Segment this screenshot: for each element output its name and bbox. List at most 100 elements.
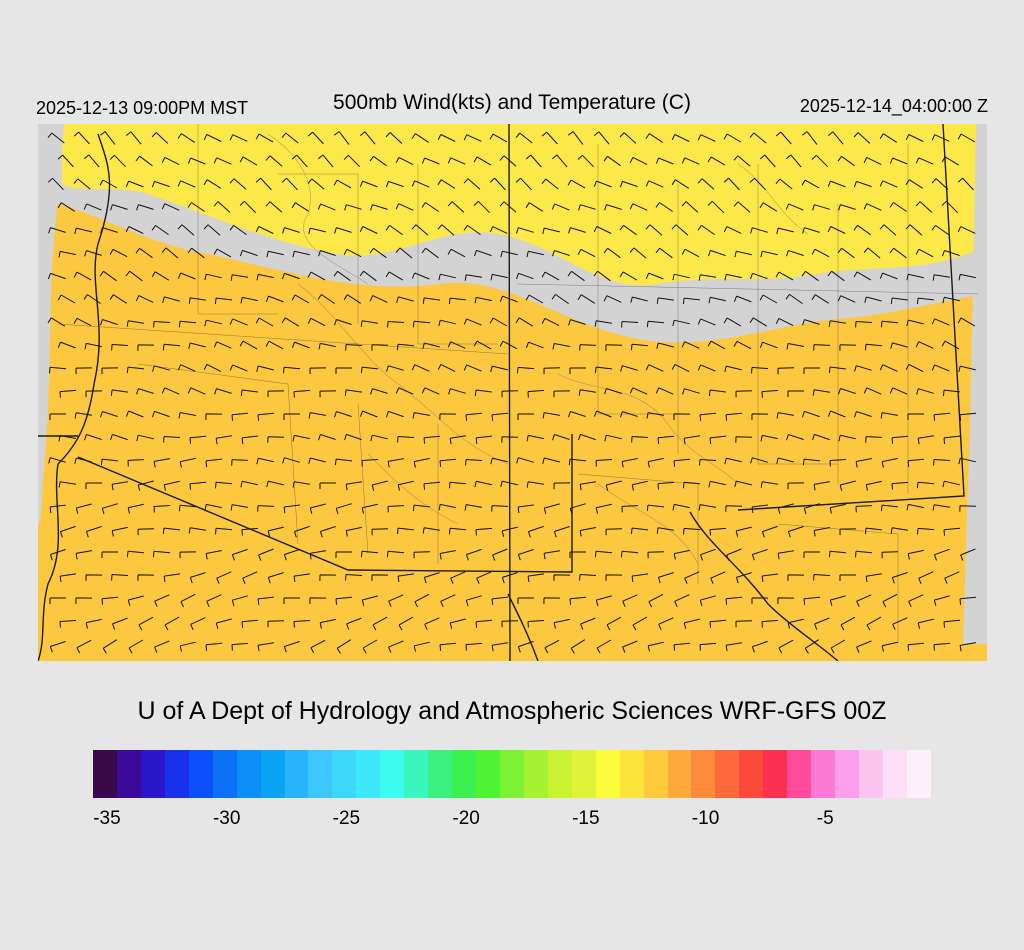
wind-barb [437,134,456,142]
wind-barb [101,596,119,605]
wind-barb [474,296,492,304]
wind-barb [242,571,258,584]
wind-barb [204,503,222,511]
wind-barb [596,639,612,654]
wind-barb [577,248,596,258]
wind-barb [317,154,334,168]
wind-barb [776,227,794,235]
wind-barb [933,412,951,421]
wind-barb [787,526,804,538]
wind-barb [414,593,430,608]
wind-barb [785,154,802,168]
wind-barb [49,549,66,561]
scale-tick-label: -10 [691,808,720,829]
wind-barb [698,274,716,281]
wind-barb [256,273,274,281]
wind-barb [814,617,830,630]
scale-swatch [428,750,453,798]
wind-barb [345,526,362,537]
wind-barb [241,619,259,628]
wind-barb [916,388,934,395]
wind-barb [683,618,700,629]
wind-barb [855,321,873,328]
scale-swatch [116,750,141,798]
wind-barb [853,224,871,236]
wind-barb [73,271,92,281]
wind-barb [281,272,300,280]
wind-barb [501,436,519,443]
wind-barb [396,527,414,535]
wind-barb [203,134,222,142]
wind-barb [257,412,275,421]
wind-barb [319,574,337,581]
wind-barb [517,549,534,561]
wind-barb [724,457,742,465]
wind-barb [371,344,389,351]
wind-barb [682,388,700,395]
wind-barb [778,639,794,654]
wind-barb [838,204,856,211]
wind-barb [85,574,103,581]
wind-barb [811,294,830,304]
color-scale [93,750,931,798]
wind-barb [335,367,352,374]
wind-barb [812,433,830,441]
wind-barb [854,365,872,372]
wind-barb [733,295,752,303]
wind-barb [863,247,881,259]
wind-barb [397,573,414,583]
wind-barb [424,617,440,630]
wind-barb [388,594,404,607]
wind-barb [75,550,92,560]
wind-barb [595,595,612,607]
wind-barb [697,134,716,142]
wind-barb [517,640,534,653]
wind-barb [161,387,180,395]
wind-barb [802,410,820,418]
wind-barb [777,550,794,560]
wind-barb [500,250,518,258]
wind-barb [138,616,154,631]
wind-barb [622,594,638,607]
wind-barb [957,226,976,234]
valid-time-local: 2025-12-13 09:00PM MST [36,98,249,118]
wind-barb [475,527,493,536]
wind-barb [594,366,612,374]
wind-barb [179,641,196,652]
wind-barb [450,571,466,584]
wind-barb [127,595,144,606]
wind-barb [527,389,545,398]
wind-barb [161,156,180,166]
wind-barb [593,410,612,418]
wind-barb [109,154,126,168]
scale-swatch [619,750,644,798]
scale-swatch [739,750,764,798]
wind-barb [127,459,145,467]
valid-time-utc: 2025-12-14_04:00:00 Z [799,96,988,116]
wind-barb [411,224,429,236]
wind-barb [863,387,882,395]
wind-barb [282,227,300,234]
wind-barb [76,639,92,654]
wind-barb [307,271,326,281]
wind-barb [645,272,664,280]
wind-barb [283,597,300,604]
wind-barb [593,270,611,282]
wind-barb [463,224,481,236]
wind-barb [569,596,587,605]
wind-barb [880,320,899,328]
wind-barb [567,270,585,282]
wind-barb [240,389,258,396]
wind-barb [257,596,274,605]
wind-barb [917,527,935,535]
wind-barb [100,131,116,145]
wind-barb [830,639,846,654]
wind-barb [630,296,648,303]
wind-barb [605,528,623,536]
scale-swatch [523,750,548,798]
wind-barb [552,250,570,257]
wind-barb [473,156,492,166]
wind-barb [501,620,519,628]
wind-barb [137,480,154,491]
wind-barb [85,390,103,398]
